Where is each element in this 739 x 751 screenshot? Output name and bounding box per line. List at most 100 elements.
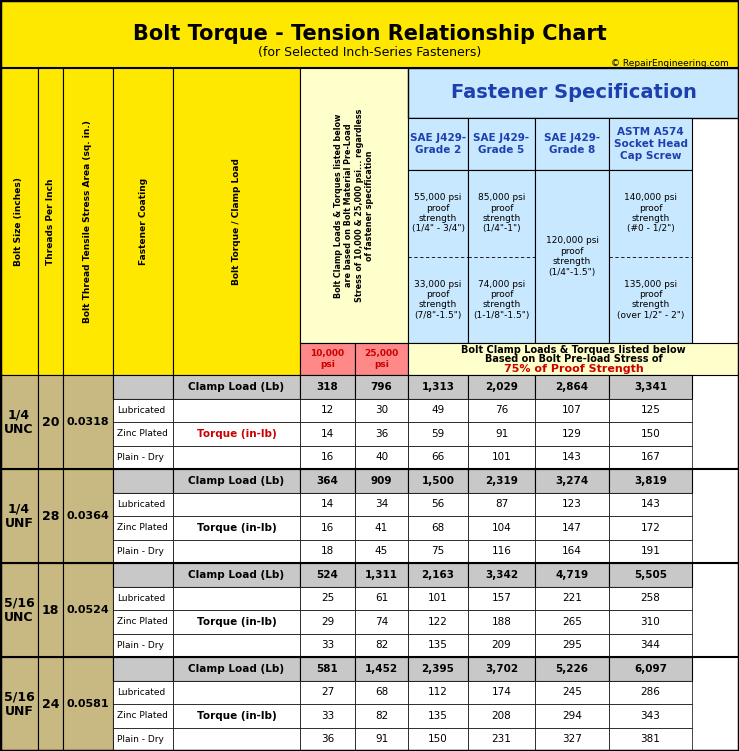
Text: Based on Bolt Pre-load Stress of: Based on Bolt Pre-load Stress of [485,354,662,364]
Bar [0,375,38,469]
Bar [535,445,609,469]
Text: Clamp Load (Lb): Clamp Load (Lb) [188,475,285,486]
Text: 25,000
psi: 25,000 psi [364,349,398,369]
Text: 5/16
UNC: 5/16 UNC [4,596,35,624]
Text: 318: 318 [316,382,338,392]
Text: 3,342: 3,342 [485,570,518,580]
Bar [355,493,408,516]
Bar [113,680,173,704]
Text: 18: 18 [321,546,334,556]
Bar [173,587,300,610]
Text: 30: 30 [375,406,388,415]
Bar [0,68,38,375]
Bar [355,680,408,704]
Text: 135,000 psi
proof
strength
(over 1/2" - 2"): 135,000 psi proof strength (over 1/2" - … [617,279,684,320]
Text: 112: 112 [428,687,448,697]
Text: SAE J429-
Grade 5: SAE J429- Grade 5 [474,133,530,155]
Bar [173,680,300,704]
Bar [535,375,609,399]
Bar [0,563,38,657]
Text: 104: 104 [491,523,511,532]
Bar [0,0,739,68]
Text: 581: 581 [316,664,338,674]
Bar [535,680,609,704]
Bar [38,375,63,469]
Text: 0.0318: 0.0318 [67,417,109,427]
Text: 364: 364 [316,475,338,486]
Text: Bolt Torque / Clamp Load: Bolt Torque / Clamp Load [232,158,241,285]
Text: 209: 209 [491,641,511,650]
Text: 120,000 psi
proof
strength
(1/4"-1.5"): 120,000 psi proof strength (1/4"-1.5") [545,237,599,276]
Bar [173,634,300,657]
Text: Zinc Plated: Zinc Plated [117,617,168,626]
Bar [300,587,355,610]
Bar [63,375,113,469]
Bar [468,445,535,469]
Bar [468,516,535,539]
Text: 135: 135 [428,710,448,721]
Text: 107: 107 [562,406,582,415]
Bar [63,563,113,657]
Bar [113,610,173,634]
Bar [300,493,355,516]
Text: 116: 116 [491,546,511,556]
Bar [355,587,408,610]
Text: 344: 344 [641,641,661,650]
Bar [408,493,468,516]
Text: Fastener Specification: Fastener Specification [451,83,696,102]
Bar [300,610,355,634]
Text: 74: 74 [375,617,388,627]
Bar [468,680,535,704]
Text: 75: 75 [432,546,445,556]
Bar [355,375,408,399]
Text: 265: 265 [562,617,582,627]
Text: 0.0364: 0.0364 [67,511,109,521]
Text: 3,341: 3,341 [634,382,667,392]
Bar [408,170,468,343]
Text: 3,702: 3,702 [485,664,518,674]
Bar [535,399,609,422]
Bar [38,68,63,375]
Text: 191: 191 [641,546,661,556]
Bar [355,563,408,587]
Bar [408,375,468,399]
Bar [355,539,408,563]
Text: 143: 143 [562,452,582,463]
Bar [408,634,468,657]
Text: 327: 327 [562,734,582,744]
Bar [535,704,609,728]
Text: 245: 245 [562,687,582,697]
Text: 68: 68 [432,523,445,532]
Text: 33,000 psi
proof
strength
(7/8"-1.5"): 33,000 psi proof strength (7/8"-1.5") [415,279,462,320]
Text: 91: 91 [375,734,388,744]
Bar [408,657,468,680]
Bar [355,610,408,634]
Bar [300,516,355,539]
Text: 74,000 psi
proof
strength
(1-1/8"-1.5"): 74,000 psi proof strength (1-1/8"-1.5") [473,279,530,320]
Text: 85,000 psi
proof
strength
(1/4"-1"): 85,000 psi proof strength (1/4"-1") [478,193,525,234]
Text: 150: 150 [641,429,661,439]
Bar [173,728,300,751]
Text: 101: 101 [428,593,448,603]
Text: 310: 310 [641,617,661,627]
Bar [355,634,408,657]
Text: 294: 294 [562,710,582,721]
Bar [535,469,609,493]
Bar [38,657,63,751]
Text: SAE J429-
Grade 8: SAE J429- Grade 8 [544,133,600,155]
Text: Bolt Clamp Loads & Torques listed below: Bolt Clamp Loads & Torques listed below [461,345,686,355]
Bar [355,704,408,728]
Bar [468,610,535,634]
Text: 55,000 psi
proof
strength
(1/4" - 3/4"): 55,000 psi proof strength (1/4" - 3/4") [412,193,465,234]
Text: 24: 24 [41,698,59,710]
Text: 1/4
UNF: 1/4 UNF [4,502,33,530]
Bar [113,563,173,587]
Bar [355,422,408,445]
Text: Zinc Plated: Zinc Plated [117,523,168,532]
Text: 381: 381 [641,734,661,744]
Bar [609,445,692,469]
Bar [173,399,300,422]
Text: Clamp Load (Lb): Clamp Load (Lb) [188,664,285,674]
Text: 286: 286 [641,687,661,697]
Bar [173,375,300,399]
